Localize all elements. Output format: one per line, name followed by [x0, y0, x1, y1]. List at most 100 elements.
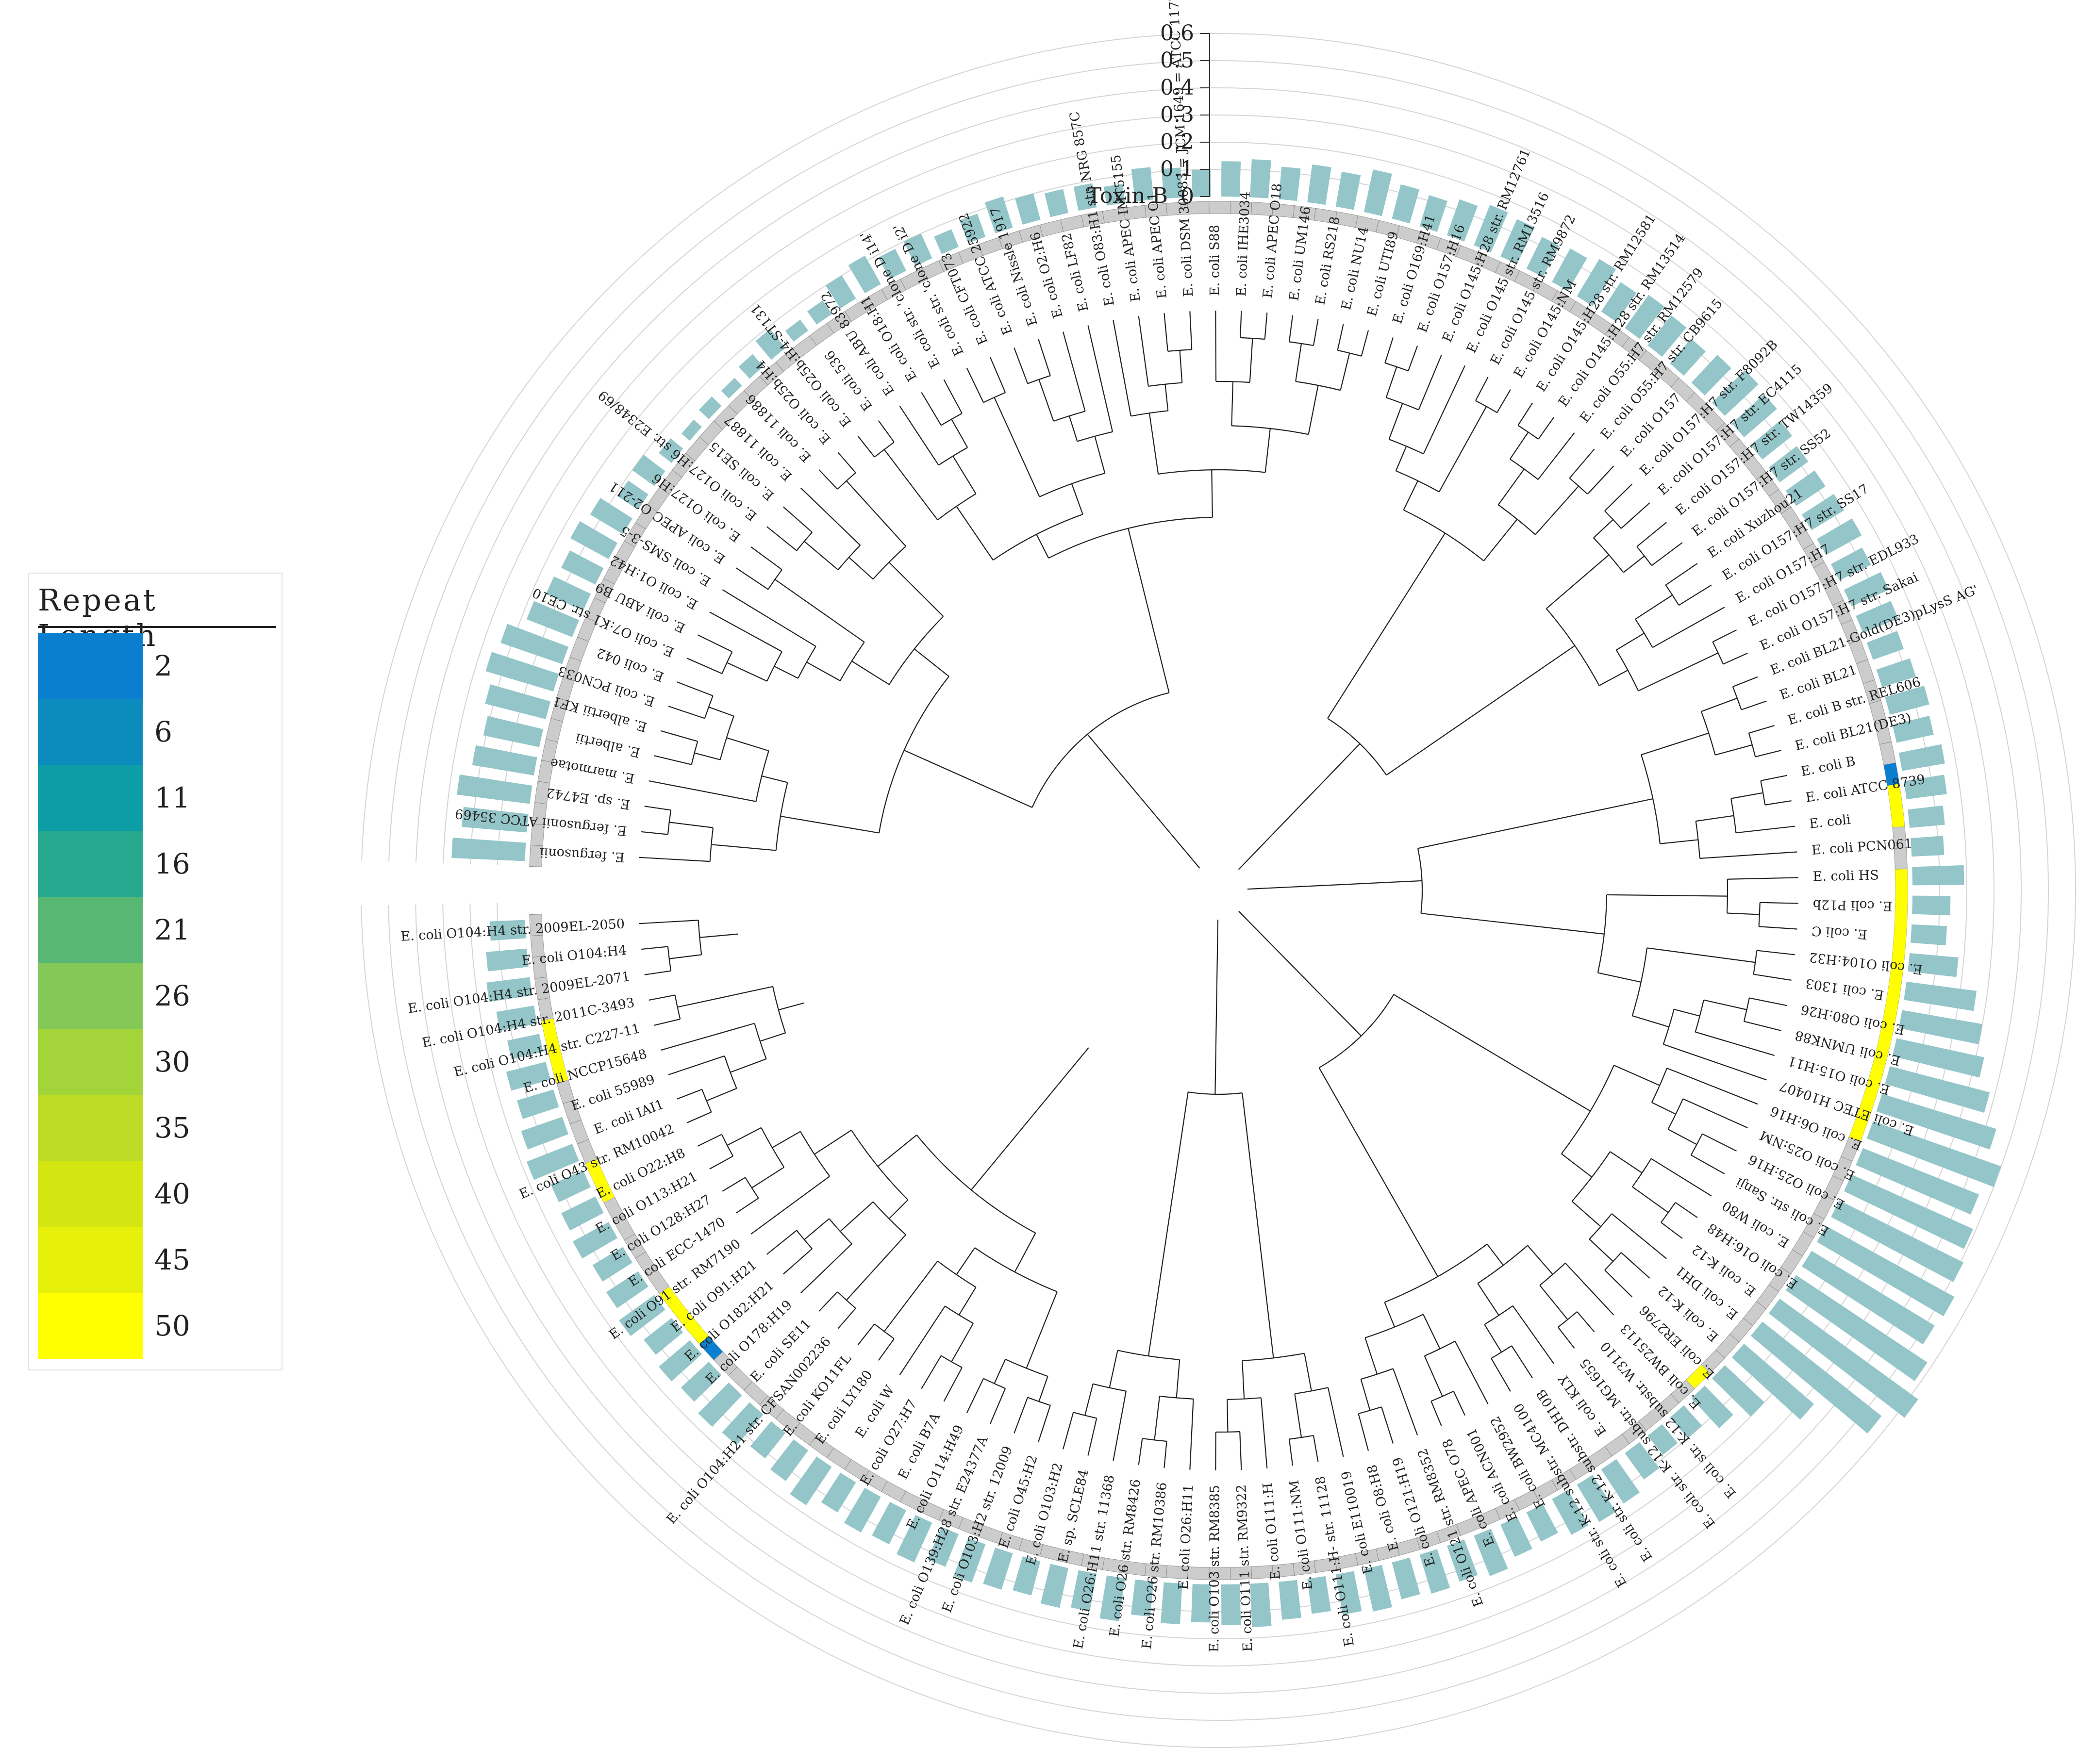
tree-branch — [1483, 519, 1518, 561]
toxin-bar — [821, 1472, 856, 1513]
tree-branch — [1247, 880, 1422, 890]
tree-branch — [701, 1089, 712, 1113]
toxin-bar — [496, 1006, 537, 1031]
guide-circle — [415, 87, 2022, 1694]
tree-branch — [654, 1018, 681, 1026]
track-tick — [614, 559, 625, 566]
tree-branch — [1063, 331, 1086, 412]
tree-branch — [899, 405, 939, 466]
legend-swatch — [38, 831, 143, 897]
toxin-bar — [1691, 1385, 1733, 1428]
tree-branch — [983, 392, 1006, 403]
track-tick — [775, 1409, 784, 1419]
tree-branch — [1666, 1068, 1758, 1105]
track-tick — [1875, 721, 1887, 725]
tree-branch — [783, 506, 813, 533]
track-tick — [1476, 253, 1481, 265]
tree-branch — [971, 1047, 1089, 1190]
tree-branch — [660, 730, 698, 742]
tree-branch — [677, 986, 773, 1008]
toxin-bar — [698, 1382, 742, 1427]
toxin-bar — [1307, 165, 1331, 205]
toxin-bar — [632, 455, 665, 486]
toxin-bar — [617, 480, 648, 510]
tree-branch — [1699, 851, 1797, 859]
guide-circle — [388, 60, 2049, 1721]
track-tick — [531, 935, 543, 937]
tree-branch — [1385, 362, 1409, 372]
tree-branch — [1396, 470, 1440, 493]
tree-branch — [1384, 337, 1394, 363]
tree-branch — [1027, 1397, 1051, 1406]
tree-branch — [1727, 877, 1798, 880]
tree-branch — [883, 1260, 938, 1332]
toxin-bar — [1552, 248, 1587, 291]
tree-branch — [669, 822, 714, 828]
tree-branch — [1663, 1043, 1767, 1081]
track-tick — [792, 348, 800, 359]
toxin-bar — [1691, 355, 1731, 396]
track-tick — [1832, 1175, 1844, 1181]
toxin-bar — [1908, 805, 1945, 828]
toxin-bar — [681, 419, 702, 441]
tree-branch — [1430, 1390, 1454, 1402]
toxin-bar — [1500, 1517, 1532, 1557]
tree-branch — [943, 1367, 963, 1402]
tree-branch — [1589, 1213, 1613, 1240]
axis-tick-label: 0.4 — [1160, 75, 1194, 100]
tree-branch — [1014, 347, 1029, 384]
track-tick — [1655, 1407, 1663, 1418]
axis-label-toxin-b: Toxin B — [1087, 183, 1168, 208]
tree-branch — [888, 561, 944, 617]
toxin-bar — [483, 716, 544, 747]
toxin-bar — [485, 684, 551, 719]
tree-branch — [1358, 1406, 1382, 1415]
tree-branch — [1638, 652, 1719, 692]
tree-branch — [1138, 316, 1149, 387]
toxin-bar — [1250, 1583, 1272, 1628]
track-tick — [659, 487, 670, 495]
legend-label: 16 — [154, 847, 190, 880]
leaf-label: E. coli RS218 — [1313, 215, 1343, 306]
tree-branch — [1313, 1435, 1319, 1462]
toxin-bar — [1866, 631, 1904, 660]
tree-branch — [1214, 919, 1219, 1094]
tree-branch — [648, 780, 756, 802]
tree-branch — [952, 456, 977, 495]
tree-branch — [837, 452, 856, 473]
toxin-bar — [927, 1527, 959, 1567]
tree-branch — [1128, 528, 1170, 693]
tree-branch — [799, 1131, 831, 1177]
tree-branch — [846, 1234, 906, 1301]
track-tick — [1019, 1538, 1023, 1550]
toxin-bar — [1526, 1504, 1558, 1542]
track-tick — [919, 1500, 925, 1512]
tree-branch — [837, 472, 856, 490]
leaf-label: E. coli LF82 — [1059, 231, 1092, 313]
tree-branch — [1667, 1129, 1697, 1145]
track-tick — [900, 279, 906, 290]
toxin-bar — [983, 1548, 1013, 1590]
tree-branch — [1651, 1068, 1668, 1103]
toxin-bar — [1830, 1200, 1963, 1282]
tree-branch — [677, 1088, 702, 1100]
tree-branch — [966, 1378, 984, 1414]
tree-branch — [722, 1177, 746, 1192]
toxin-bar — [1647, 315, 1687, 357]
tree-branch — [1661, 1202, 1676, 1223]
tree-branch — [1242, 1352, 1305, 1361]
tree-branch — [721, 651, 733, 674]
toxin-bar — [1908, 953, 1959, 977]
tree-branch — [1702, 1133, 1737, 1152]
legend-swatch — [38, 1293, 143, 1359]
tree-branch — [745, 1177, 759, 1199]
track-tick — [614, 1215, 625, 1222]
tree-branch — [750, 546, 782, 570]
toxin-bar — [1625, 295, 1664, 339]
toxin-bar — [1552, 1490, 1589, 1535]
tree-branch — [669, 954, 702, 959]
track-tick — [1551, 290, 1558, 301]
track-tick — [1334, 1557, 1337, 1569]
tree-branch — [1695, 1031, 1775, 1056]
tree-branch — [691, 741, 698, 765]
